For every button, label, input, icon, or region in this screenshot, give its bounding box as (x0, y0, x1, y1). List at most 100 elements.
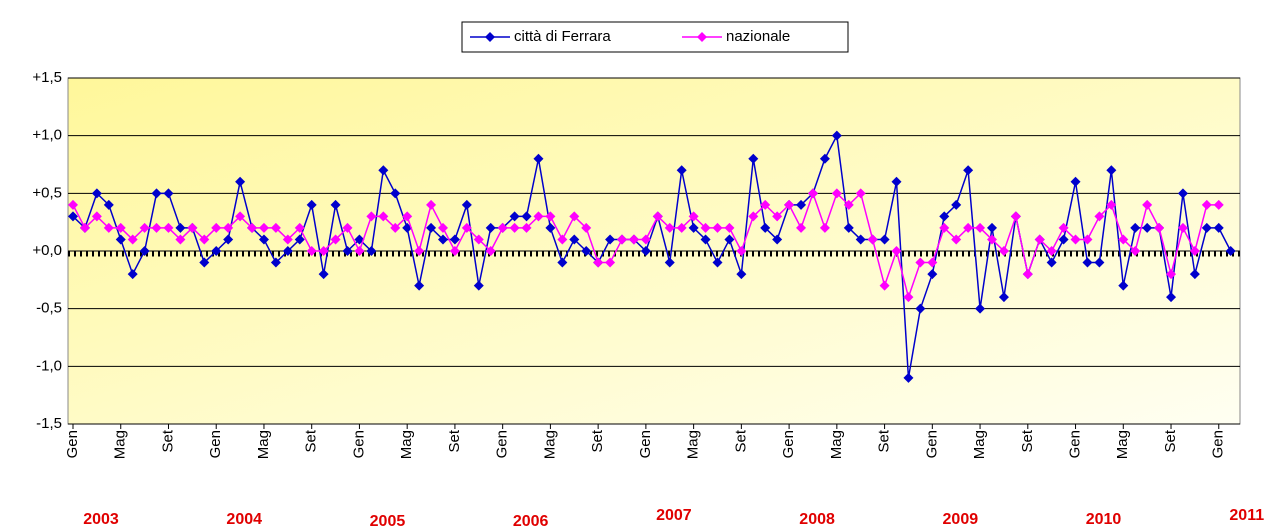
point (235, 211, 246, 222)
point (903, 372, 914, 383)
point (378, 211, 389, 222)
point (282, 246, 293, 256)
point (688, 211, 699, 222)
point (986, 222, 997, 233)
x-tick-label: Set (589, 429, 606, 452)
x-tick-label: Set (876, 429, 893, 452)
point (1189, 246, 1200, 256)
point (390, 222, 401, 233)
point (437, 222, 448, 233)
point (736, 246, 747, 256)
point (640, 246, 651, 256)
x-tick-label: Gen (207, 430, 224, 458)
point (676, 222, 687, 233)
y-tick-label: +0,0 (32, 242, 62, 259)
point (652, 211, 663, 222)
point (605, 257, 616, 268)
x-tick-label: Set (732, 429, 749, 452)
point (509, 222, 520, 233)
year-label: 2005 (370, 513, 406, 530)
x-tick-label: Mag (685, 430, 702, 459)
point (318, 269, 329, 280)
point (497, 222, 508, 233)
point (1166, 269, 1177, 280)
point (390, 188, 401, 199)
x-tick-label: Set (1019, 429, 1036, 452)
point (915, 303, 926, 314)
point (855, 188, 866, 199)
year-label: 2004 (226, 511, 262, 528)
x-tick-label: Gen (637, 430, 654, 458)
point (1070, 176, 1081, 187)
point (688, 222, 699, 233)
point (998, 292, 1009, 303)
point (354, 246, 365, 256)
point (199, 234, 210, 245)
point (963, 222, 974, 233)
point (1213, 199, 1224, 210)
point (700, 234, 711, 245)
point (533, 153, 544, 164)
point (103, 199, 114, 210)
point (414, 246, 425, 256)
point (1082, 234, 1093, 245)
point (211, 222, 222, 233)
point (1118, 234, 1129, 245)
point (1130, 246, 1141, 256)
point (1070, 234, 1081, 245)
point (521, 222, 532, 233)
point (294, 234, 305, 245)
point (939, 211, 950, 222)
point (640, 234, 651, 245)
point (1010, 211, 1021, 222)
point (712, 257, 723, 268)
point (927, 257, 938, 268)
point (545, 211, 556, 222)
point (258, 234, 269, 245)
point (1142, 199, 1153, 210)
point (223, 234, 234, 245)
point (736, 269, 747, 280)
point (282, 234, 293, 245)
point (879, 280, 890, 291)
point (1106, 199, 1117, 210)
y-tick-label: +0,5 (32, 184, 62, 201)
x-tick-label: Mag (398, 430, 415, 459)
point (843, 199, 854, 210)
point (724, 222, 735, 233)
point (187, 222, 198, 233)
point (545, 222, 556, 233)
point (628, 234, 639, 245)
point (426, 199, 437, 210)
point (664, 222, 675, 233)
point (891, 176, 902, 187)
x-tick-label: Mag (828, 430, 845, 459)
point (617, 234, 628, 245)
point (306, 199, 317, 210)
point (676, 165, 687, 176)
point (127, 234, 138, 245)
y-tick-label: -0,5 (36, 300, 62, 317)
point (819, 153, 830, 164)
point (449, 234, 460, 245)
point (557, 257, 568, 268)
x-tick-label: Gen (350, 430, 367, 458)
point (784, 199, 795, 210)
point (521, 211, 532, 222)
point (79, 222, 90, 233)
point (569, 234, 580, 245)
year-label: 2003 (83, 511, 119, 528)
point (1177, 222, 1188, 233)
point (1106, 165, 1117, 176)
point (366, 246, 377, 256)
point (533, 211, 544, 222)
point (605, 234, 616, 245)
point (258, 222, 269, 233)
point (139, 246, 150, 256)
point (270, 222, 281, 233)
point (772, 234, 783, 245)
point (473, 234, 484, 245)
point (891, 246, 902, 256)
point (103, 222, 114, 233)
legend-label: città di Ferrara (514, 28, 611, 45)
